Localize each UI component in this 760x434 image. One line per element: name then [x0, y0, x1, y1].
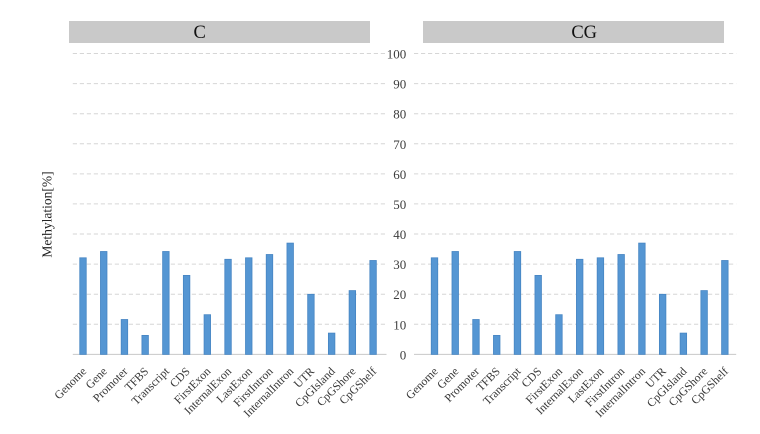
svg-text:50: 50 — [393, 197, 406, 212]
svg-text:30: 30 — [393, 257, 406, 272]
svg-text:40: 40 — [393, 227, 406, 242]
svg-text:80: 80 — [393, 107, 406, 122]
svg-text:10: 10 — [393, 317, 406, 332]
svg-text:Methylation[%]: Methylation[%] — [40, 171, 55, 257]
svg-text:C: C — [194, 23, 206, 43]
svg-text:100: 100 — [387, 47, 407, 62]
svg-text:60: 60 — [393, 167, 406, 182]
svg-text:20: 20 — [393, 287, 406, 302]
svg-text:0: 0 — [400, 347, 407, 362]
svg-text:90: 90 — [393, 77, 406, 92]
svg-text:70: 70 — [393, 137, 406, 152]
svg-text:CG: CG — [571, 23, 597, 43]
